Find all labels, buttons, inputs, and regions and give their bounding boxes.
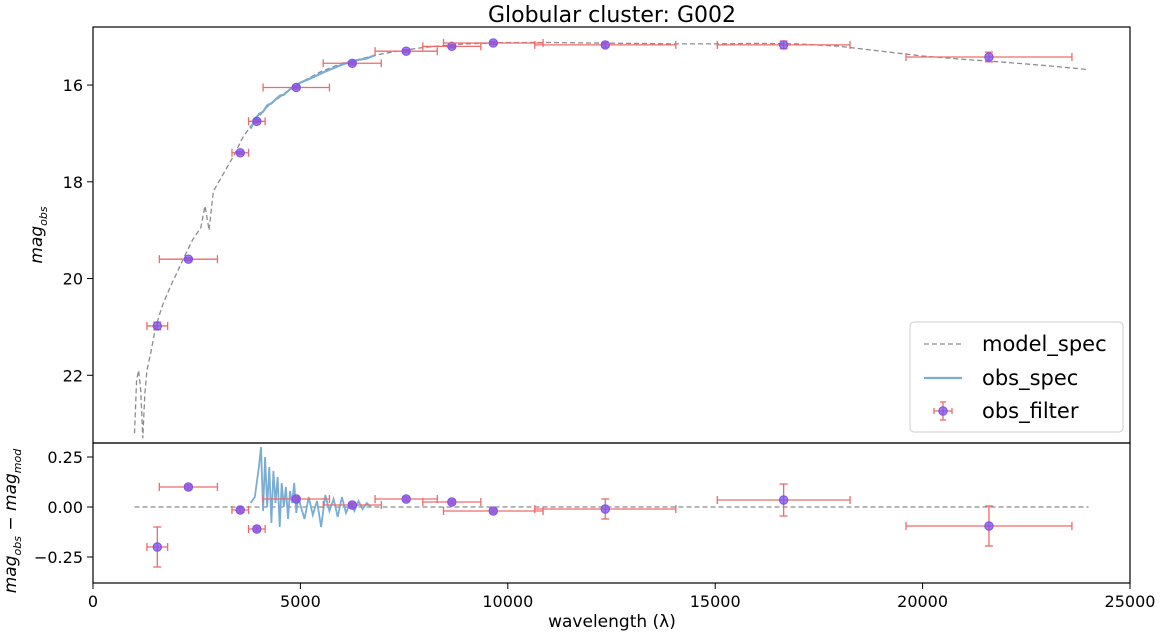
x-tick-label: 0: [88, 592, 98, 611]
obs-filter-point: [905, 51, 1073, 63]
bottom-panel-frame: [92, 442, 1131, 584]
residual-point: [422, 497, 482, 507]
legend-label: obs_filter: [982, 399, 1079, 424]
obs-filter-point: [534, 40, 677, 50]
data-point: [252, 524, 262, 534]
obs-filter-point: [247, 116, 266, 127]
obs-filter-point: [231, 148, 250, 158]
top-y-tick-label: 16: [63, 76, 83, 95]
obs-filter-point: [262, 82, 331, 93]
data-point: [235, 148, 245, 158]
top-y-axis-label: magobs: [27, 206, 50, 263]
data-point: [347, 58, 357, 68]
chart-title: Globular cluster: G002: [488, 3, 736, 28]
residual-point: [146, 526, 169, 568]
data-point: [984, 52, 994, 62]
bottom-y-label-b-sub: mod: [11, 448, 24, 473]
data-point: [183, 254, 194, 264]
obs-filter-point: [422, 41, 482, 52]
data-point: [252, 116, 262, 127]
data-point: [183, 482, 194, 492]
legend-label: obs_spec: [982, 366, 1078, 391]
residual-point: [374, 494, 438, 504]
top-y-label-sub: obs: [37, 206, 50, 226]
obs-filter-point: [374, 46, 438, 56]
obs-spec-line: [249, 54, 376, 130]
obs-filter-point: [158, 254, 219, 264]
legend-obs-filter-marker: [938, 406, 948, 416]
residual-point: [322, 500, 382, 510]
data-point: [600, 504, 610, 514]
residual-point: [442, 506, 544, 516]
data-point: [600, 40, 610, 50]
data-point: [291, 82, 301, 93]
data-point: [152, 542, 162, 552]
x-tick-label: 5000: [280, 592, 321, 611]
obs-filter-point: [716, 40, 851, 50]
top-y-tick-label: 18: [63, 173, 83, 192]
bottom-panel: −0.25 0.00 0.25: [34, 442, 1131, 584]
obs-filter-point: [146, 321, 169, 331]
obs-spec-residual-line: [249, 446, 372, 528]
data-point: [488, 506, 498, 516]
top-y-tick-label: 20: [63, 270, 83, 289]
data-point: [401, 46, 411, 56]
bottom-y-tick-label: 0.25: [47, 448, 83, 467]
data-point: [447, 41, 457, 52]
bottom-y-label-a-sub: obs: [11, 536, 24, 556]
bottom-y-label-minus: −: [1, 511, 21, 536]
top-y-tick-label: 22: [63, 366, 83, 385]
data-point: [447, 497, 457, 507]
x-axis-label: wavelength (λ): [548, 612, 676, 632]
obs-filter-point: [322, 58, 382, 68]
bottom-y-axis-label: magobs − magmod: [1, 448, 24, 594]
bottom-y-label-b: mag: [1, 473, 21, 511]
data-point: [984, 521, 994, 531]
data-point: [488, 38, 498, 48]
residual-point: [247, 524, 266, 534]
top-y-label-main: mag: [27, 226, 47, 264]
obs-filter-point: [442, 38, 544, 48]
residual-point: [534, 498, 677, 520]
x-tick-label: 20000: [897, 592, 948, 611]
residual-point: [158, 482, 219, 492]
legend: model_spec obs_spec obs_filter: [909, 321, 1124, 433]
x-tick-label: 25000: [1105, 592, 1156, 611]
residual-point: [716, 483, 851, 517]
data-point: [235, 505, 245, 515]
data-point: [291, 494, 301, 504]
bottom-y-tick-label: −0.25: [34, 548, 83, 567]
bottom-y-label-a: mag: [1, 555, 21, 593]
data-point: [778, 495, 789, 505]
x-tick-label: 10000: [482, 592, 533, 611]
data-point: [778, 40, 789, 50]
bottom-y-tick-label: 0.00: [47, 498, 83, 517]
data-point: [347, 500, 357, 510]
legend-label: model_spec: [982, 332, 1107, 357]
x-tick-label: 15000: [690, 592, 741, 611]
data-point: [401, 494, 411, 504]
residual-point: [262, 494, 331, 504]
data-point: [152, 321, 162, 331]
legend-box: [909, 321, 1124, 433]
x-axis: 0 5000 10000 15000 20000 25000: [88, 583, 1156, 611]
residual-point: [905, 505, 1073, 547]
residual-point: [231, 505, 250, 515]
